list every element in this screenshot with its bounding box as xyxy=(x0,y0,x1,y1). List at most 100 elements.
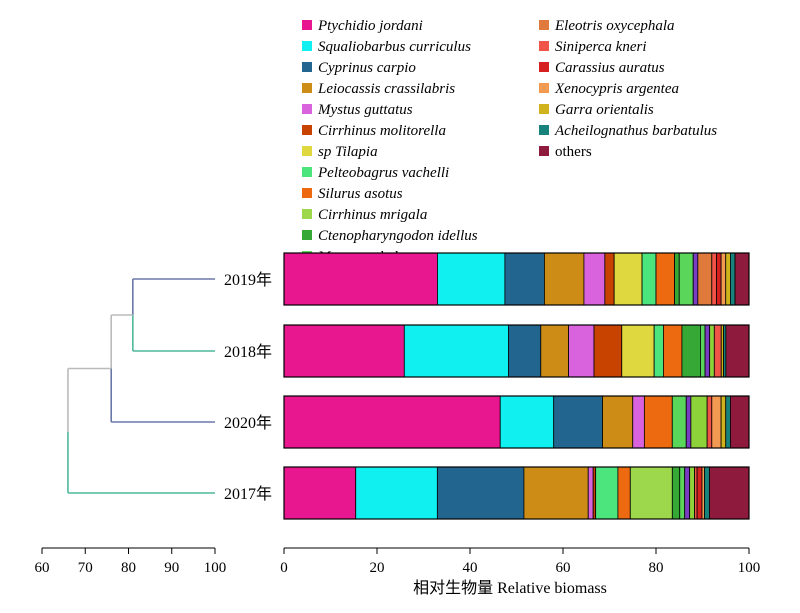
bar-segment xyxy=(553,395,603,449)
legend-swatch xyxy=(539,20,549,30)
legend-swatch xyxy=(539,146,549,156)
legend-swatch xyxy=(302,104,312,114)
bar-segment xyxy=(709,466,750,520)
bar-segment xyxy=(632,395,645,449)
dendrogram-axis-tick-label: 80 xyxy=(121,560,136,576)
stacked-bars xyxy=(283,252,750,520)
bar-segment xyxy=(583,252,606,306)
bar-segment xyxy=(684,466,691,520)
bar-outline xyxy=(283,252,750,306)
bar-segment xyxy=(704,324,711,378)
legend-label: Mystus guttatus xyxy=(317,102,413,118)
bar-segment xyxy=(283,466,357,520)
bar-segment xyxy=(523,466,589,520)
bar-segment xyxy=(602,395,634,449)
legend-label: Xenocypris argentea xyxy=(554,81,679,97)
legend-label: Eleotris oxycephala xyxy=(554,18,675,34)
bar-segment xyxy=(544,252,585,306)
bar-segment xyxy=(604,252,615,306)
dendrogram-axis-tick-label: 100 xyxy=(204,560,227,576)
year-label: 2018年 xyxy=(224,343,272,361)
bar-segment xyxy=(621,324,655,378)
bar-segment xyxy=(681,324,701,378)
legend-label: Cirrhinus mrigala xyxy=(318,207,427,223)
bar-segment xyxy=(283,395,501,449)
legend-label: Ptychidio jordani xyxy=(317,18,423,34)
legend-swatch xyxy=(302,188,312,198)
legend-label: Siniperca kneri xyxy=(555,39,647,55)
bar-segment xyxy=(355,466,438,520)
bar-axis-tick-label: 40 xyxy=(463,560,478,576)
bar-segment xyxy=(617,466,631,520)
bar-axis-tick-label: 80 xyxy=(649,560,664,576)
dendrogram-axis-tick-label: 60 xyxy=(35,560,50,576)
legend-swatch xyxy=(539,41,549,51)
bar-segment xyxy=(704,466,710,520)
bar-segment xyxy=(655,252,676,306)
bar-segment xyxy=(587,466,594,520)
legend-label: Carassius auratus xyxy=(555,60,665,76)
legend-swatch xyxy=(302,146,312,156)
bar-segment xyxy=(403,324,509,378)
legend-swatch xyxy=(302,83,312,93)
dendrogram-axis-tick-label: 90 xyxy=(164,560,179,576)
legend-label: Cyprinus carpio xyxy=(318,60,416,76)
dendrogram-axis: 60 70 80 90 100 xyxy=(35,547,227,576)
year-label: 2017年 xyxy=(224,485,272,503)
bar-segment xyxy=(283,324,405,378)
legend-label: Ctenopharyngodon idellus xyxy=(318,228,478,244)
bar-segment xyxy=(508,324,542,378)
legend-label: others xyxy=(555,144,592,160)
legend-swatch xyxy=(302,125,312,135)
bar-segment xyxy=(663,324,683,378)
bar-segment xyxy=(706,395,713,449)
bar-segment xyxy=(709,324,715,378)
bar-segment xyxy=(713,324,722,378)
legend-label: Cirrhinus molitorella xyxy=(318,123,446,139)
legend-label: Silurus asotus xyxy=(318,186,403,202)
bar-segment xyxy=(283,252,438,306)
bar-segment xyxy=(595,466,619,520)
bar-segment xyxy=(697,252,713,306)
bar-segment xyxy=(711,252,717,306)
bar-segment xyxy=(499,395,555,449)
legend-swatch xyxy=(302,20,312,30)
year-label: 2019年 xyxy=(224,271,272,289)
bar-segment xyxy=(613,252,643,306)
legend-label: Garra orientalis xyxy=(555,102,654,118)
bar-segment xyxy=(685,395,692,449)
bar-axis-tick-label: 0 xyxy=(280,560,288,576)
year-labels: 2019年 2018年 2020年 2017年 xyxy=(224,271,272,503)
bar-segment xyxy=(689,466,695,520)
legend-swatch xyxy=(539,62,549,72)
legend-swatch xyxy=(302,230,312,240)
legend-label: sp Tilapia xyxy=(318,144,378,160)
legend-label: Pelteobagrus vachelli xyxy=(317,165,449,181)
bar-segment xyxy=(725,324,750,378)
bar-segment xyxy=(711,395,722,449)
bar-segment xyxy=(696,466,703,520)
bar-segment xyxy=(730,395,750,449)
bar-segment xyxy=(504,252,545,306)
dendrogram xyxy=(67,278,215,494)
bar-segment xyxy=(671,395,687,449)
bar-outline xyxy=(283,395,750,449)
bar-segment xyxy=(629,466,673,520)
bar-row xyxy=(283,395,750,449)
legend-swatch xyxy=(302,41,312,51)
bar-outline xyxy=(283,466,750,520)
legend-swatch xyxy=(302,62,312,72)
legend-swatch xyxy=(302,209,312,219)
legend-label: Squaliobarbus curriculus xyxy=(318,39,471,55)
legend-swatch xyxy=(539,125,549,135)
bar-axis: 0 20 40 60 80 100 xyxy=(280,547,760,576)
bar-segment xyxy=(700,324,706,378)
bar-axis-tick-label: 60 xyxy=(556,560,571,576)
bar-segment xyxy=(436,466,525,520)
year-label: 2020年 xyxy=(224,414,272,432)
dendrogram-axis-tick-label: 70 xyxy=(78,560,93,576)
bar-segment xyxy=(679,466,686,520)
bar-segment xyxy=(593,324,623,378)
bar-segment xyxy=(437,252,506,306)
bar-segment xyxy=(540,324,569,378)
